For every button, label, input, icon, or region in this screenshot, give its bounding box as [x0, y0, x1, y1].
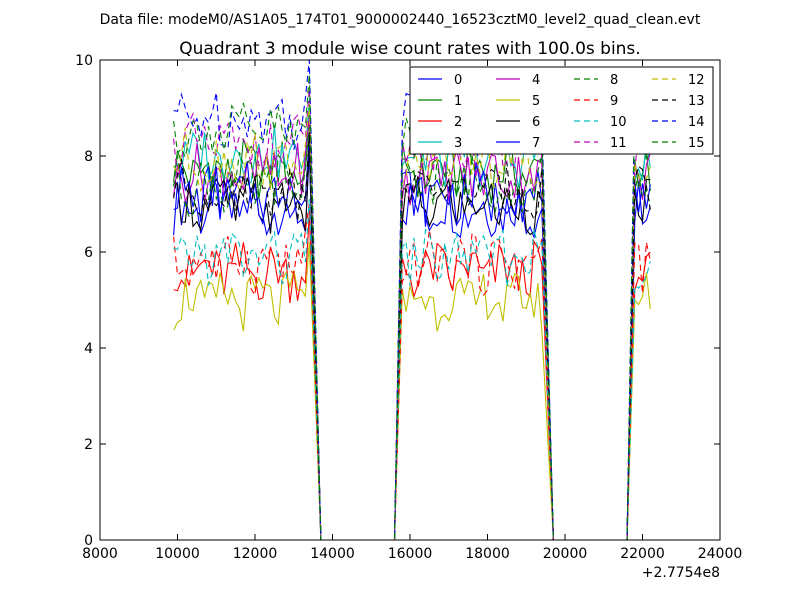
x-tick-label: 24000	[698, 546, 743, 562]
legend-label: 9	[610, 94, 618, 109]
x-axis: 8000 10000 12000 14000 16000 18000 20000 22000 2…	[82, 60, 742, 562]
x-tick-label: 18000	[465, 546, 510, 562]
y-tick-label: 0	[84, 533, 93, 549]
y-tick-label: 8	[84, 149, 93, 165]
legend-label: 14	[688, 115, 705, 130]
legend-label: 7	[532, 136, 540, 151]
legend-label: 10	[610, 115, 627, 130]
x-tick-label: 14000	[310, 546, 355, 562]
x-tick-label: 8000	[82, 546, 118, 562]
legend-label: 3	[454, 136, 462, 151]
legend-label: 8	[610, 73, 618, 88]
series-line-13	[173, 131, 651, 540]
legend-label: 13	[688, 94, 705, 109]
legend-label: 1	[454, 94, 462, 109]
x-tick-label: 20000	[543, 546, 588, 562]
series-line-5	[173, 242, 651, 540]
x-tick-label: 12000	[233, 546, 278, 562]
legend-label: 15	[688, 136, 705, 151]
legend-label: 4	[532, 73, 540, 88]
legend-label: 0	[454, 73, 462, 88]
legend-label: 6	[532, 115, 540, 130]
legend-label: 12	[688, 73, 705, 88]
x-tick-label: 22000	[620, 546, 665, 562]
x-tick-label: 10000	[155, 546, 200, 562]
legend-label: 11	[610, 136, 627, 151]
y-tick-label: 2	[84, 437, 93, 453]
series-line-1	[173, 112, 651, 540]
legend-label: 2	[454, 115, 462, 130]
y-tick-label: 10	[75, 53, 93, 69]
series-line-10	[173, 199, 651, 540]
legend-box	[409, 66, 714, 155]
x-axis-offset-label: +2.7754e8	[642, 565, 720, 581]
y-tick-label: 6	[84, 245, 93, 261]
series-line-7	[173, 136, 651, 540]
y-tick-label: 4	[84, 341, 93, 357]
chart-title: Quadrant 3 module wise count rates with …	[179, 39, 640, 59]
x-tick-label: 16000	[388, 546, 433, 562]
figure-suptitle: Data file: modeM0/AS1A05_174T01_90000024…	[100, 12, 701, 28]
legend-label: 5	[532, 94, 540, 109]
